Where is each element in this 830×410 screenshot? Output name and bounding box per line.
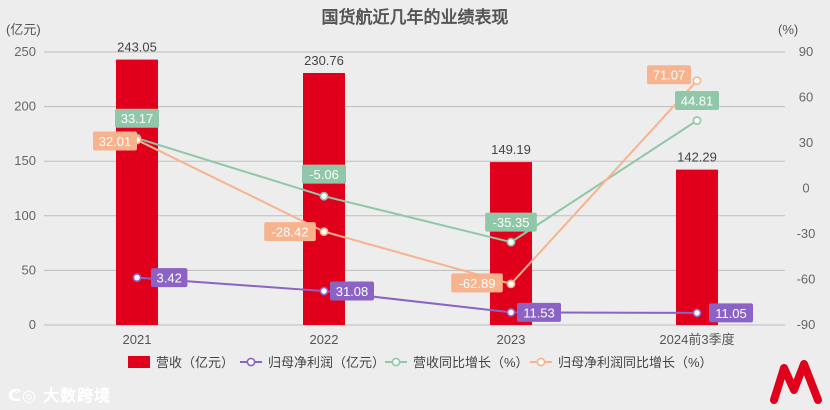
right-axis-unit-label: (%) — [778, 22, 798, 37]
left-tick-label: 0 — [29, 317, 36, 332]
right-tick-label: -60 — [797, 272, 816, 287]
right-tick-label: 30 — [799, 135, 813, 150]
revenue-data-label: 142.29 — [677, 150, 717, 165]
revenue-bar — [676, 169, 718, 325]
net-profit-growth-point — [692, 76, 702, 86]
net-profit-label-bg — [151, 268, 188, 288]
legend-swatch-point — [246, 357, 256, 367]
revenue-data-label: 243.05 — [117, 40, 157, 55]
chart-title: 国货航近几年的业绩表现 — [322, 7, 509, 27]
net-profit-growth-point — [506, 279, 516, 289]
watermark: ᕦ◎ 大数跨境 — [8, 382, 111, 406]
brand-swirl-icon: ᕦ◎ — [8, 386, 38, 405]
revenue-growth-label-bg — [675, 91, 719, 111]
right-tick-label: 0 — [802, 181, 809, 196]
net-profit-growth-label-bg — [647, 65, 691, 85]
revenue-growth-data-label: 33.17 — [121, 111, 154, 126]
legend-label: 营收同比增长（%） — [413, 355, 529, 370]
watermark-text: 大数跨境 — [43, 386, 112, 405]
net-profit-point — [132, 273, 142, 282]
x-tick-label: 2024前3季度 — [659, 332, 734, 347]
right-tick-label: 60 — [799, 90, 813, 105]
left-tick-label: 100 — [14, 208, 36, 223]
net-profit-point — [319, 286, 329, 296]
left-tick-label: 50 — [22, 262, 36, 277]
revenue-growth-data-label: -5.06 — [309, 167, 339, 182]
net-profit-growth-data-label: 32.01 — [99, 134, 132, 149]
right-tick-label: -90 — [797, 317, 816, 332]
revenue-growth-point — [506, 237, 516, 247]
net-profit-data-label: 3.42 — [157, 271, 182, 286]
legend-label: 归母净利润（亿元） — [268, 355, 385, 370]
net-profit-growth-data-label: -62.89 — [459, 276, 496, 291]
legend-swatch-point — [391, 357, 401, 367]
right-tick-label: -30 — [797, 226, 816, 241]
revenue-growth-label-bg — [485, 212, 537, 232]
revenue-growth-point — [692, 116, 702, 125]
net-profit-point — [506, 308, 516, 317]
brand-m-logo-icon — [770, 360, 822, 404]
revenue-data-label: 149.19 — [491, 142, 531, 157]
revenue-data-label: 230.76 — [304, 53, 344, 68]
net-profit-growth-data-label: -28.42 — [272, 225, 309, 240]
net-profit-data-label: 11.05 — [715, 306, 747, 321]
net-profit-label-bg — [709, 303, 753, 323]
left-tick-label: 200 — [14, 99, 36, 114]
right-tick-label: 90 — [799, 44, 813, 59]
x-tick-label: 2021 — [123, 332, 152, 347]
x-tick-label: 2023 — [497, 332, 526, 347]
revenue-growth-label-bg — [302, 164, 346, 184]
net-profit-growth-data-label: 71.07 — [653, 68, 686, 83]
net-profit-growth-point — [319, 227, 329, 237]
x-tick-label: 2022 — [310, 332, 339, 347]
net-profit-label-bg — [517, 302, 561, 322]
net-profit-label-bg — [330, 281, 374, 301]
net-profit-point — [692, 308, 702, 318]
net-profit-growth-label-bg — [264, 222, 316, 242]
revenue-growth-data-label: -35.35 — [493, 215, 530, 230]
revenue-growth-label-bg — [115, 108, 159, 128]
legend-swatch-bar — [128, 356, 150, 368]
legend-label: 营收（亿元） — [156, 355, 234, 370]
revenue-growth-point — [319, 191, 329, 201]
left-axis-unit-label: (亿元) — [6, 22, 41, 37]
net-profit-growth-label-bg — [451, 273, 503, 293]
net-profit-growth-line — [136, 80, 698, 286]
legend-label: 归母净利润同比增长（%） — [558, 355, 713, 370]
left-tick-label: 150 — [14, 153, 36, 168]
legend-swatch-point — [536, 357, 546, 367]
net-profit-line — [136, 276, 698, 314]
net-profit-data-label: 11.53 — [523, 305, 555, 320]
net-profit-growth-label-bg — [93, 131, 137, 151]
left-tick-label: 250 — [14, 44, 36, 59]
net-profit-data-label: 31.08 — [336, 284, 369, 299]
revenue-growth-data-label: 44.81 — [681, 94, 714, 109]
